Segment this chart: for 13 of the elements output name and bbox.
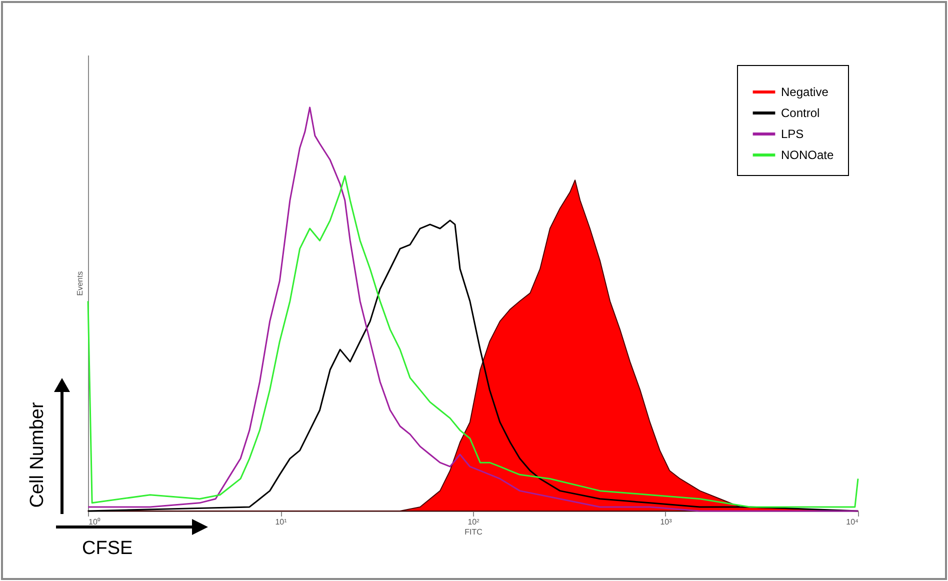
x-tick-label: 10³ <box>660 518 672 526</box>
text: CFSE <box>82 538 133 560</box>
x-axis-title: FITC <box>464 528 483 536</box>
text: Cell Number <box>27 402 49 508</box>
y-axis-title: Events <box>76 271 84 296</box>
x-tick-label: 10² <box>468 518 480 526</box>
legend-label: Control <box>781 106 820 120</box>
legend-label: NONOate <box>781 148 834 162</box>
x-tick-label: 10⁴ <box>846 518 860 526</box>
legend-label: Negative <box>781 85 829 99</box>
x-tick-label: 10⁰ <box>88 518 100 526</box>
x-tick-label: 10¹ <box>275 518 288 526</box>
legend-label: LPS <box>781 127 804 141</box>
